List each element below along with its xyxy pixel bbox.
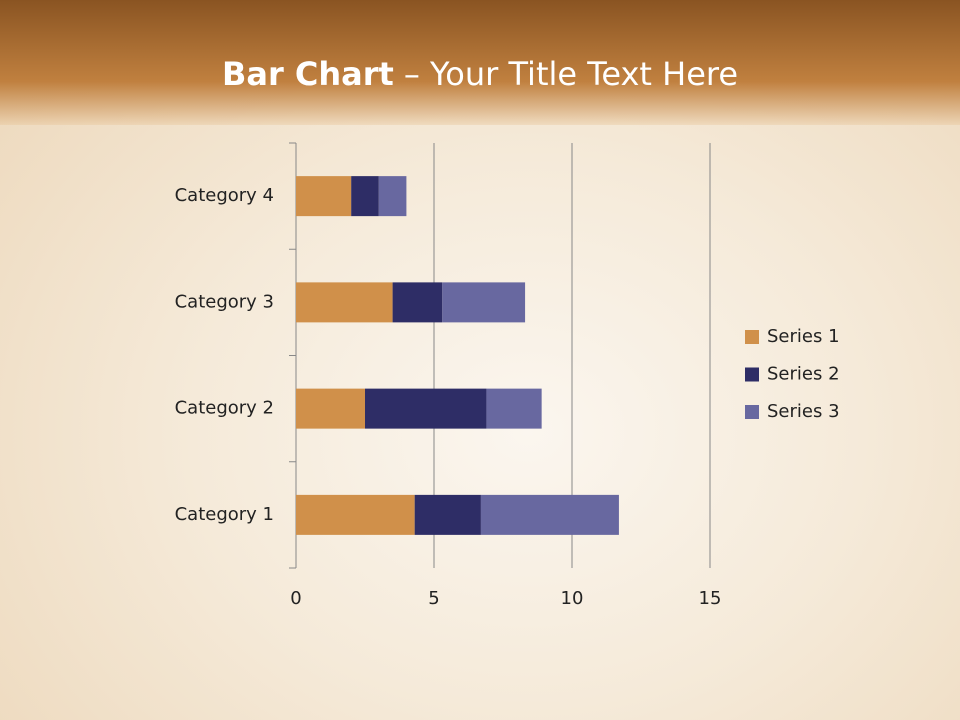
- bar-segment: [296, 176, 352, 217]
- title-rest: – Your Title Text Here: [404, 55, 738, 93]
- bar-segment: [365, 388, 487, 429]
- x-tick-label: 0: [290, 588, 301, 609]
- y-tick-label: Category 2: [175, 398, 274, 419]
- legend-swatch: [745, 367, 759, 382]
- bar-segment: [378, 176, 407, 217]
- bar-segment: [392, 282, 443, 323]
- chart-title: Bar Chart – Your Title Text Here: [222, 55, 738, 93]
- y-tick-label: Category 1: [175, 504, 274, 525]
- bar-segment: [296, 494, 415, 535]
- legend-label: Series 2: [767, 364, 840, 385]
- bar-segment: [486, 388, 542, 429]
- bar-segment: [296, 388, 365, 429]
- bar-segment: [480, 494, 619, 535]
- x-tick-label: 15: [699, 588, 722, 609]
- x-tick-label: 5: [428, 588, 439, 609]
- legend-label: Series 1: [767, 326, 840, 347]
- legend-swatch: [745, 405, 759, 419]
- y-tick-label: Category 4: [175, 185, 274, 206]
- bar-segment: [414, 494, 481, 535]
- legend-label: Series 3: [767, 401, 840, 422]
- bar-segment: [442, 282, 526, 323]
- bar-segment: [296, 282, 393, 323]
- bar-segment: [351, 176, 379, 217]
- x-tick-label: 10: [561, 588, 584, 609]
- title-bold: Bar Chart: [222, 55, 394, 93]
- y-tick-label: Category 3: [175, 291, 274, 312]
- legend-swatch: [745, 330, 759, 344]
- title-band: [0, 0, 960, 125]
